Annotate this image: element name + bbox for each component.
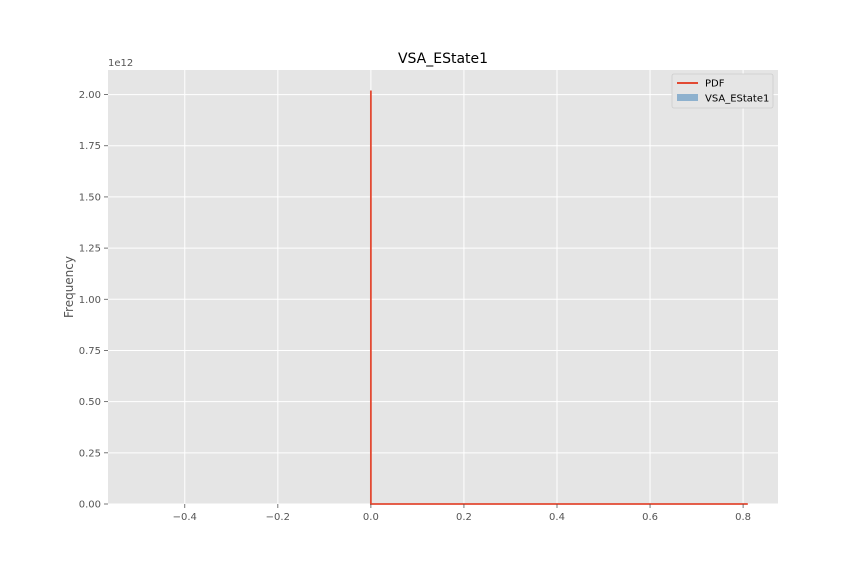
x-tick-label: 0.2: [456, 512, 472, 523]
x-tick-label: −0.4: [173, 512, 197, 523]
y-tick-label: 0.00: [79, 500, 101, 511]
y-tick-label: 1.75: [79, 141, 101, 152]
y-tick-label: 0.25: [79, 448, 101, 459]
y-tick-label: 0.50: [79, 397, 101, 408]
y-axis-label: Frequency: [62, 256, 76, 318]
x-tick-label: 0.0: [363, 512, 379, 523]
x-tick-label: 0.6: [642, 512, 658, 523]
chart-title: VSA_EState1: [398, 51, 488, 67]
legend-histogram-label: VSA_EState1: [705, 94, 769, 105]
x-axis-ticks: −0.4 −0.2 0.0 0.2 0.4 0.6 0.8: [173, 504, 751, 523]
y-tick-label: 2.00: [79, 90, 101, 101]
y-tick-label: 0.75: [79, 346, 101, 357]
y-axis-offset-label: 1e12: [108, 58, 133, 69]
series-pdf-line: [369, 90, 748, 505]
legend-pdf-label: PDF: [705, 79, 725, 90]
grid-lines: [108, 70, 778, 505]
x-tick-label: 0.8: [735, 512, 751, 523]
x-tick-label: −0.2: [266, 512, 290, 523]
legend-histogram-swatch: [677, 94, 698, 101]
legend: PDF VSA_EState1: [671, 73, 774, 109]
plot-background: [108, 70, 778, 504]
y-tick-label: 1.50: [79, 192, 101, 203]
y-axis-ticks: 0.00 0.25 0.50 0.75 1.00 1.25 1.50 1.75 2.00: [79, 90, 108, 511]
x-tick-label: 0.4: [549, 512, 565, 523]
series-layer: [369, 90, 748, 505]
y-tick-label: 1.25: [79, 244, 101, 255]
y-tick-label: 1.00: [79, 295, 101, 306]
